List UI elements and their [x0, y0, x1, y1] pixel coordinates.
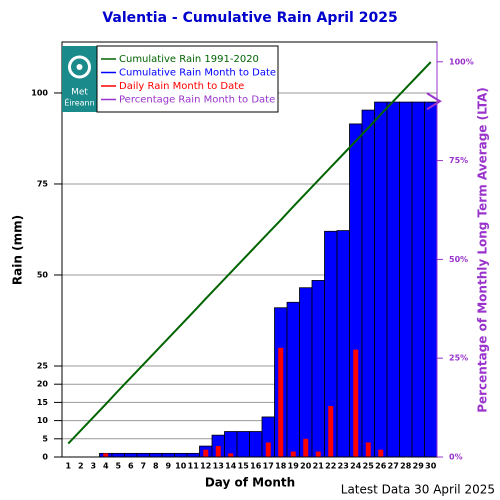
x-tick-label: 20: [300, 462, 312, 471]
legend-label: Daily Rain Month to Date: [119, 81, 244, 92]
x-tick-label: 28: [400, 462, 412, 471]
footer: Latest Data 30 April 2025: [341, 483, 495, 497]
x-tick-label: 12: [200, 462, 211, 471]
legend-label: Cumulative Rain 1991-2020: [119, 54, 259, 65]
x-tick-label: 27: [388, 462, 399, 471]
cumulative-bar: [161, 452, 175, 458]
y2-tick-label: 75%: [449, 156, 468, 165]
cumulative-bar: [311, 280, 325, 458]
y-tick-label: 25: [37, 361, 49, 370]
x-tick-label: 17: [263, 462, 274, 471]
y-tick-label: 5: [42, 434, 48, 443]
y2-tick-label: 25%: [449, 354, 468, 363]
daily-bar: [103, 453, 109, 457]
y-tick-label: 20: [37, 380, 49, 389]
legend-label: Cumulative Rain Month to Date: [119, 68, 276, 79]
cumulative-bar: [174, 452, 188, 458]
daily-bar: [303, 438, 309, 457]
daily-bar: [328, 406, 334, 457]
cumulative-bar: [286, 301, 300, 458]
logo-dot: [76, 64, 83, 70]
x-tick-label: 5: [115, 462, 121, 471]
daily-bar: [378, 449, 384, 457]
cumulative-bar: [361, 109, 375, 458]
y-tick-label: 15: [37, 398, 49, 407]
y2-axis-label: Percentage of Monthly Long Term Average …: [476, 87, 490, 413]
y2-tick-label: 100%: [449, 57, 474, 66]
x-tick-label: 16: [250, 462, 262, 471]
daily-bar: [353, 349, 359, 457]
x-tick-label: 6: [128, 462, 134, 471]
daily-bar: [290, 451, 296, 457]
cumulative-bar: [336, 230, 350, 458]
legend-label: Percentage Rain Month to Date: [119, 95, 275, 106]
x-axis-label: Day of Month: [205, 476, 295, 490]
cumulative-bar: [149, 452, 163, 458]
y-tick-label: 0: [42, 453, 48, 462]
cumulative-bar: [136, 452, 150, 458]
x-tick-label: 11: [188, 462, 200, 471]
cumulative-bar: [236, 431, 250, 458]
x-tick-label: 25: [363, 462, 375, 471]
legend: [96, 45, 279, 113]
logo-swirl: [68, 55, 91, 79]
x-tick-label: 10: [175, 462, 187, 471]
y2-tick-label: 50%: [449, 255, 468, 264]
y-tick-label: 10: [37, 416, 49, 425]
daily-bar: [265, 442, 271, 457]
y2-tick-label: 0%: [449, 453, 463, 462]
daily-bar: [228, 453, 234, 457]
x-tick-label: 8: [153, 462, 159, 471]
cumulative-bar: [111, 452, 125, 458]
x-tick-label: 2: [78, 462, 84, 471]
logo-text: Éireann: [64, 97, 94, 108]
cumulative-bar: [224, 431, 238, 458]
x-tick-label: 15: [238, 462, 250, 471]
daily-bar: [203, 449, 209, 457]
chart-title: Valentia - Cumulative Rain April 2025: [102, 10, 397, 26]
x-tick-label: 14: [225, 462, 237, 471]
daily-bar: [278, 347, 284, 457]
line: [67, 61, 432, 445]
cumulative-bar: [386, 101, 400, 458]
x-tick-label: 13: [213, 462, 224, 471]
percentage-marker: [426, 92, 442, 111]
x-tick-label: 9: [165, 462, 171, 471]
daily-bar: [365, 442, 371, 457]
y-tick-label: 100: [31, 88, 48, 97]
cumulative-bar: [424, 101, 438, 458]
y-axis-label: Rain (mm): [11, 215, 25, 285]
x-tick-label: 26: [375, 462, 387, 471]
cumulative-bar: [374, 101, 388, 458]
x-tick-label: 3: [90, 462, 96, 471]
y-tick-label: 75: [37, 179, 49, 188]
x-tick-label: 4: [103, 462, 109, 471]
x-tick-label: 23: [338, 462, 349, 471]
cumulative-bar: [411, 101, 425, 458]
x-tick-label: 30: [425, 462, 437, 471]
x-tick-label: 1: [65, 462, 71, 471]
cumulative-bar: [186, 452, 200, 458]
x-tick-label: 7: [140, 462, 146, 471]
daily-bar: [215, 446, 221, 457]
logo-text: Met: [71, 88, 88, 98]
x-tick-label: 22: [325, 462, 336, 471]
cumulative-bar: [249, 431, 263, 458]
x-tick-label: 24: [350, 462, 362, 471]
cumulative-bar: [399, 101, 413, 458]
cumulative-bar: [299, 287, 313, 458]
x-tick-label: 19: [288, 462, 300, 471]
cumulative-bar: [124, 452, 138, 458]
x-tick-label: 29: [413, 462, 425, 471]
x-tick-label: 21: [313, 462, 325, 471]
daily-bar: [315, 451, 321, 457]
y-tick-label: 50: [37, 270, 49, 279]
x-tick-label: 18: [275, 462, 287, 471]
